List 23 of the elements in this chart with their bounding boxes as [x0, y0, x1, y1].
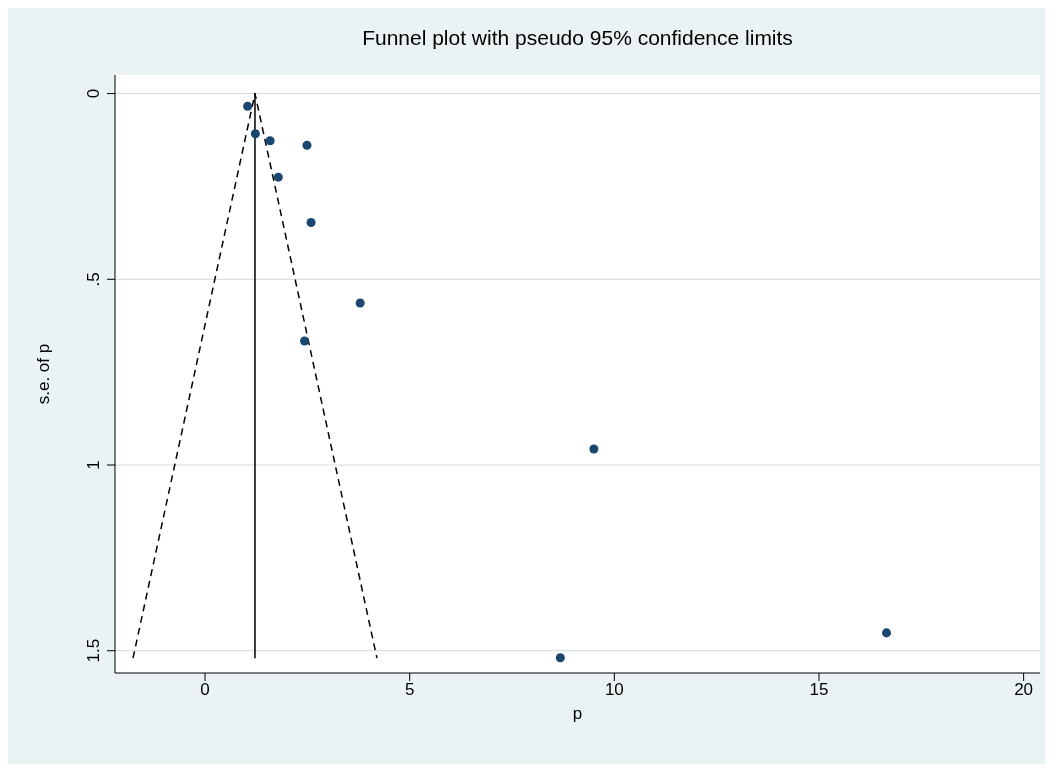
x-tick-label: 15 — [809, 680, 829, 700]
point — [555, 653, 565, 663]
y-tick-label: 1.5 — [84, 638, 103, 663]
x-tick-label: 20 — [1014, 680, 1034, 700]
chart-title: Funnel plot with pseudo 95% confidence limits — [361, 26, 794, 50]
x-axis-title: p — [572, 704, 583, 723]
point — [265, 136, 275, 146]
point — [882, 628, 892, 638]
x-tick-label: 10 — [604, 680, 624, 700]
point — [306, 217, 316, 227]
y-tick-label: 1 — [84, 460, 103, 470]
point — [273, 172, 283, 182]
point — [589, 444, 599, 454]
x-tick-label: 5 — [404, 680, 415, 700]
x-tick-label: 0 — [200, 680, 210, 700]
point — [302, 140, 312, 150]
point — [299, 336, 310, 346]
y-tick-label: 0 — [84, 88, 103, 99]
point — [250, 129, 260, 139]
y-tick-label: .5 — [84, 272, 103, 287]
y-axis-title: s.e. of p — [34, 343, 54, 405]
point — [355, 298, 365, 308]
point — [243, 101, 253, 111]
